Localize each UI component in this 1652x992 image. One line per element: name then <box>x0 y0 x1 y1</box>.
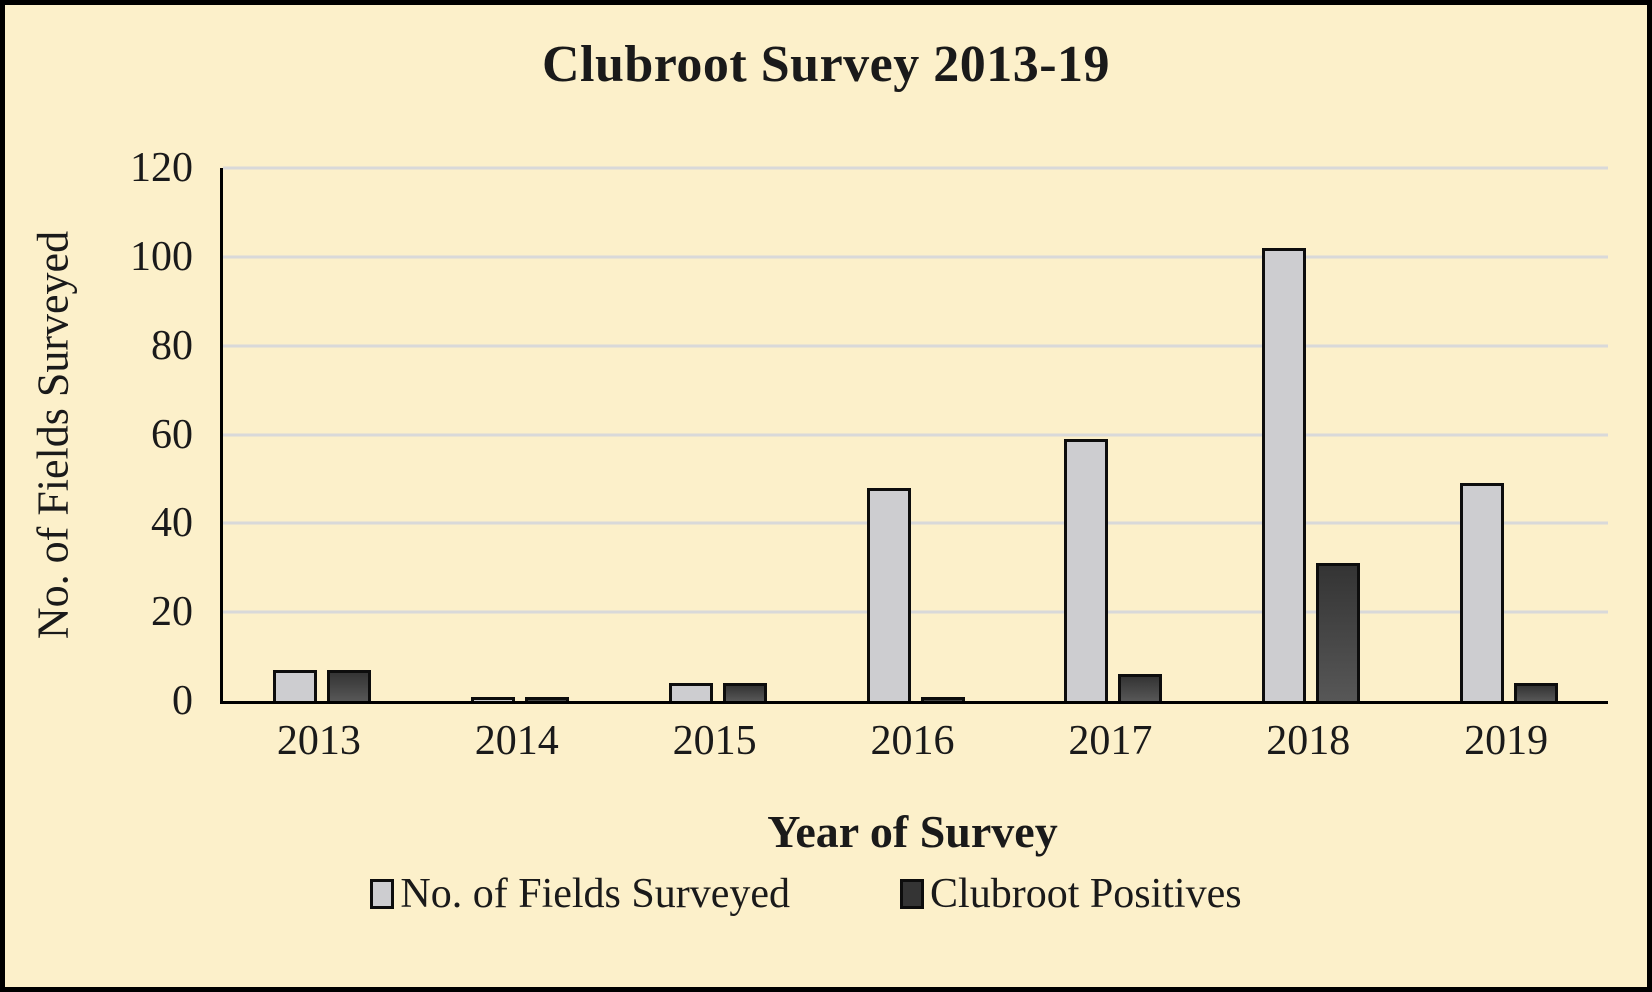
y-tick-label-40: 40 <box>151 500 193 547</box>
x-tick-label-2016: 2016 <box>870 718 955 764</box>
bar-2014-surveyed <box>470 696 515 701</box>
bar-2017-surveyed <box>1064 438 1109 701</box>
gridline-100 <box>223 255 1608 259</box>
x-tick-label-2015: 2015 <box>672 718 757 764</box>
bar-group-2019 <box>1410 168 1608 701</box>
bar-2016-positives <box>920 696 965 701</box>
x-tick-label-2014: 2014 <box>474 718 559 764</box>
bar-2013-surveyed <box>272 669 317 701</box>
x-tick-label-2017: 2017 <box>1068 718 1153 764</box>
x-axis-title: Year of Survey <box>767 806 1058 857</box>
bar-group-2013 <box>223 168 421 701</box>
y-tick-label-100: 100 <box>130 233 193 280</box>
y-tick-label-120: 120 <box>130 145 193 191</box>
gridline-120 <box>223 166 1608 170</box>
legend-item-fields-surveyed: No. of Fields Surveyed <box>370 873 790 915</box>
bar-2019-surveyed <box>1460 483 1505 701</box>
bar-group-2015 <box>619 168 817 701</box>
legend-swatch-clubroot-positives-icon <box>900 879 925 909</box>
legend-swatch-fields-surveyed-icon <box>370 879 395 909</box>
plot-area <box>220 166 1608 704</box>
bar-2015-surveyed <box>668 683 713 701</box>
bar-group-2014 <box>421 168 619 701</box>
bar-group-2018 <box>1212 168 1410 701</box>
bar-2016-surveyed <box>866 487 911 701</box>
bar-group-2016 <box>817 168 1015 701</box>
bar-group-2017 <box>1014 168 1212 701</box>
bar-2018-surveyed <box>1262 247 1307 701</box>
gridline-80 <box>223 344 1608 348</box>
bar-2015-positives <box>722 683 767 701</box>
x-tick-label-2018: 2018 <box>1266 718 1351 764</box>
y-tick-label-0: 0 <box>172 678 193 724</box>
bar-2013-positives <box>326 669 371 701</box>
bar-2018-positives <box>1316 563 1361 701</box>
legend: No. of Fields Surveyed Clubroot Positive… <box>5 873 1607 915</box>
legend-label-clubroot-positives: Clubroot Positives <box>930 871 1242 917</box>
x-axis-tick-labels: 2013 2014 2015 2016 2017 2018 2019 <box>220 717 1605 765</box>
x-tick-label-2019: 2019 <box>1464 718 1549 764</box>
bar-series-container <box>223 168 1608 701</box>
x-tick-label-2013: 2013 <box>276 718 361 764</box>
legend-label-fields-surveyed: No. of Fields Surveyed <box>400 871 791 917</box>
bar-2017-positives <box>1118 674 1163 701</box>
gridline-20 <box>223 610 1608 614</box>
y-axis-tick-labels: 0 20 40 60 80 100 120 <box>5 147 205 722</box>
gridline-60 <box>223 433 1608 436</box>
chart-title: Clubroot Survey 2013-19 <box>541 36 1111 93</box>
bar-2019-positives <box>1514 683 1559 701</box>
bar-2014-positives <box>524 696 569 701</box>
legend-item-clubroot-positives: Clubroot Positives <box>900 873 1242 915</box>
y-tick-label-60: 60 <box>151 411 193 458</box>
gridline-40 <box>223 521 1608 525</box>
y-tick-label-80: 80 <box>151 322 193 369</box>
y-tick-label-20: 20 <box>151 589 193 636</box>
